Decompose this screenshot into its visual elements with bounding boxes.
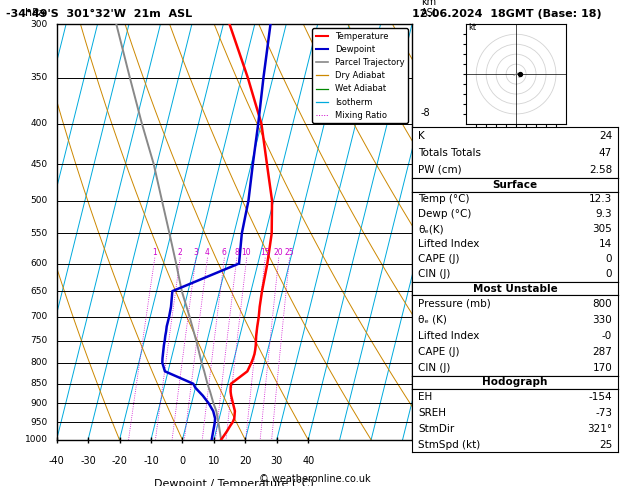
Text: -40: -40 bbox=[48, 456, 65, 467]
Text: Pressure (mb): Pressure (mb) bbox=[418, 298, 491, 309]
Text: -0: -0 bbox=[602, 330, 612, 341]
Text: CAPE (J): CAPE (J) bbox=[418, 347, 460, 357]
Text: SREH: SREH bbox=[418, 408, 446, 418]
Text: 2.58: 2.58 bbox=[589, 165, 612, 175]
Text: 12.06.2024  18GMT (Base: 18): 12.06.2024 18GMT (Base: 18) bbox=[412, 9, 601, 19]
Text: -7: -7 bbox=[421, 157, 431, 167]
Text: 2: 2 bbox=[177, 248, 182, 258]
Text: -2: -2 bbox=[421, 358, 431, 368]
Text: 0: 0 bbox=[606, 269, 612, 279]
Text: Hodograph: Hodograph bbox=[482, 378, 548, 387]
Text: 40: 40 bbox=[302, 456, 314, 467]
Text: -154: -154 bbox=[589, 392, 612, 402]
Text: LCL: LCL bbox=[421, 421, 438, 432]
Text: CIN (J): CIN (J) bbox=[418, 363, 450, 373]
Text: 20: 20 bbox=[239, 456, 252, 467]
Text: Totals Totals: Totals Totals bbox=[418, 148, 481, 158]
Text: Dewp (°C): Dewp (°C) bbox=[418, 209, 472, 220]
Text: 12.3: 12.3 bbox=[589, 194, 612, 205]
Text: K: K bbox=[418, 131, 425, 141]
Text: Surface: Surface bbox=[493, 180, 538, 190]
Text: 850: 850 bbox=[30, 379, 48, 388]
Text: 25: 25 bbox=[599, 439, 612, 450]
Text: 700: 700 bbox=[30, 312, 48, 321]
Text: -5: -5 bbox=[421, 227, 431, 237]
Text: hPa: hPa bbox=[25, 8, 45, 18]
Text: 8: 8 bbox=[234, 248, 239, 258]
Text: 10: 10 bbox=[242, 248, 252, 258]
Text: kt: kt bbox=[468, 23, 476, 32]
Text: 500: 500 bbox=[30, 196, 48, 205]
Text: 800: 800 bbox=[30, 358, 48, 367]
Text: -3: -3 bbox=[421, 312, 430, 322]
Text: 550: 550 bbox=[30, 229, 48, 238]
Text: 0: 0 bbox=[179, 456, 186, 467]
Text: 321°: 321° bbox=[587, 424, 612, 434]
Text: Lifted Index: Lifted Index bbox=[418, 330, 479, 341]
Text: 0: 0 bbox=[606, 254, 612, 264]
Text: 300: 300 bbox=[30, 20, 48, 29]
Text: Mixing Ratio (g/kg): Mixing Ratio (g/kg) bbox=[447, 186, 456, 278]
Text: -4: -4 bbox=[421, 256, 430, 266]
Text: Dewpoint / Temperature (°C): Dewpoint / Temperature (°C) bbox=[154, 479, 314, 486]
Text: 1: 1 bbox=[152, 248, 157, 258]
Text: Most Unstable: Most Unstable bbox=[473, 284, 557, 294]
Text: 287: 287 bbox=[593, 347, 612, 357]
Text: 600: 600 bbox=[30, 259, 48, 268]
Text: 20: 20 bbox=[274, 248, 284, 258]
Text: θₑ(K): θₑ(K) bbox=[418, 225, 444, 234]
Text: 350: 350 bbox=[30, 73, 48, 82]
Text: StmDir: StmDir bbox=[418, 424, 454, 434]
Text: -34°49'S  301°32'W  21m  ASL: -34°49'S 301°32'W 21m ASL bbox=[6, 9, 192, 19]
Text: -6: -6 bbox=[421, 195, 430, 206]
Text: Temp (°C): Temp (°C) bbox=[418, 194, 470, 205]
Text: 170: 170 bbox=[593, 363, 612, 373]
Text: 330: 330 bbox=[593, 314, 612, 325]
Text: 800: 800 bbox=[593, 298, 612, 309]
Text: 650: 650 bbox=[30, 287, 48, 295]
Legend: Temperature, Dewpoint, Parcel Trajectory, Dry Adiabat, Wet Adiabat, Isotherm, Mi: Temperature, Dewpoint, Parcel Trajectory… bbox=[313, 29, 408, 123]
Text: θₑ (K): θₑ (K) bbox=[418, 314, 447, 325]
Text: 9.3: 9.3 bbox=[596, 209, 612, 220]
Text: 3: 3 bbox=[193, 248, 198, 258]
Text: 15: 15 bbox=[260, 248, 270, 258]
Text: km
ASL: km ASL bbox=[421, 0, 439, 18]
Text: CIN (J): CIN (J) bbox=[418, 269, 450, 279]
Text: Lifted Index: Lifted Index bbox=[418, 240, 479, 249]
Text: CAPE (J): CAPE (J) bbox=[418, 254, 460, 264]
Text: -30: -30 bbox=[80, 456, 96, 467]
Text: 1000: 1000 bbox=[25, 435, 48, 444]
Text: 25: 25 bbox=[284, 248, 294, 258]
Text: 10: 10 bbox=[208, 456, 220, 467]
Text: 4: 4 bbox=[205, 248, 209, 258]
Text: 47: 47 bbox=[599, 148, 612, 158]
Text: 950: 950 bbox=[30, 417, 48, 427]
Text: 6: 6 bbox=[222, 248, 226, 258]
Text: PW (cm): PW (cm) bbox=[418, 165, 462, 175]
Text: 750: 750 bbox=[30, 336, 48, 345]
Text: © weatheronline.co.uk: © weatheronline.co.uk bbox=[259, 473, 370, 484]
Text: EH: EH bbox=[418, 392, 432, 402]
Text: -1: -1 bbox=[421, 418, 430, 428]
Text: StmSpd (kt): StmSpd (kt) bbox=[418, 439, 481, 450]
Text: 900: 900 bbox=[30, 399, 48, 408]
Text: 14: 14 bbox=[599, 240, 612, 249]
Text: 450: 450 bbox=[31, 160, 48, 169]
Point bbox=[515, 70, 525, 78]
Text: 305: 305 bbox=[593, 225, 612, 234]
Text: -73: -73 bbox=[595, 408, 612, 418]
Text: -20: -20 bbox=[111, 456, 128, 467]
Text: 24: 24 bbox=[599, 131, 612, 141]
Text: -8: -8 bbox=[421, 108, 430, 118]
Text: -10: -10 bbox=[143, 456, 159, 467]
Text: 400: 400 bbox=[31, 119, 48, 128]
Text: 30: 30 bbox=[270, 456, 283, 467]
